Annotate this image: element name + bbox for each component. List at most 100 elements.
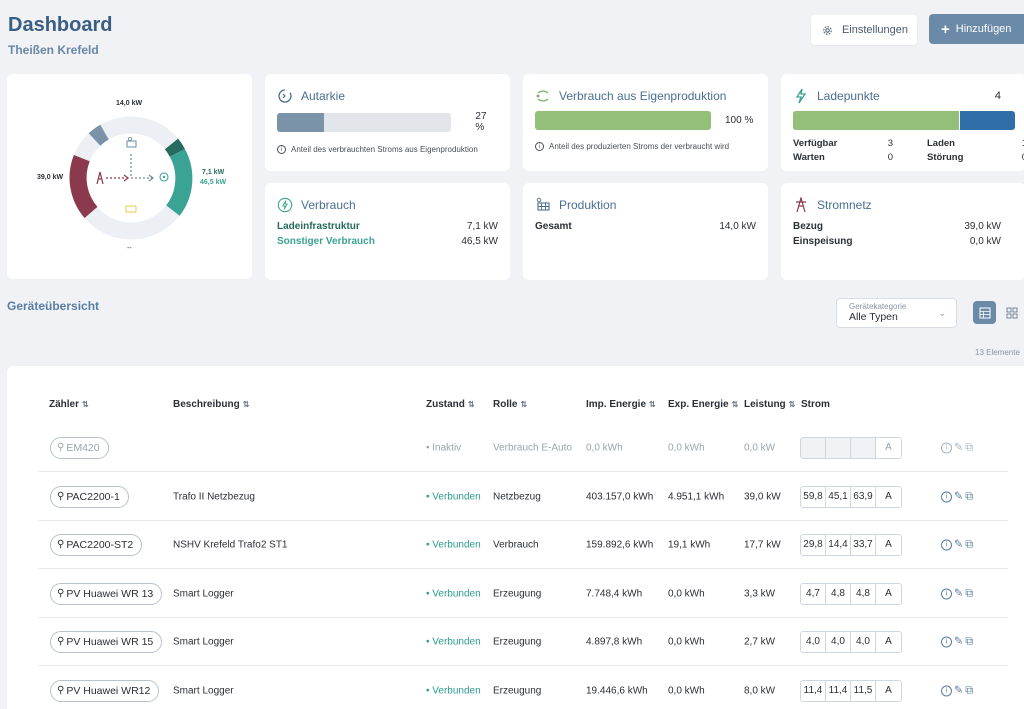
info-icon[interactable]: i <box>941 636 952 647</box>
info-icon[interactable]: i <box>941 491 952 502</box>
device-name-chip[interactable]: ⚲ EM420 <box>50 436 109 459</box>
current-l2 <box>826 437 851 458</box>
power-tower-icon <box>793 197 809 213</box>
eigenproduktion-title: Verbrauch aus Eigenproduktion <box>559 89 727 103</box>
produktion-row1-label: Gesamt <box>535 221 572 232</box>
device-name-chip[interactable]: ⚲ PAC2200-1 <box>50 485 129 508</box>
device-name-chip[interactable]: ⚲ PAC2200-ST2 <box>50 533 143 556</box>
power: 3,3 kW <box>744 588 776 599</box>
info-icon[interactable]: i <box>941 442 952 453</box>
column-header-beschreibung[interactable]: Beschreibung ⇅ <box>173 399 249 410</box>
laden-label: Laden <box>927 138 955 149</box>
plug-icon <box>159 172 169 182</box>
energy-flow-card: 14,0 kW 39,0 kW 7,1 kW 46,5 kW -- <box>7 74 252 279</box>
stromnetz-title: Stromnetz <box>817 198 872 212</box>
edit-icon[interactable]: ✎ <box>954 587 964 599</box>
copy-icon[interactable]: ⧉ <box>965 684 974 696</box>
grid-view-button[interactable] <box>1000 301 1023 324</box>
power: 0,0 kW <box>744 442 776 453</box>
import-energy: 403.157,0 kWh <box>586 491 654 502</box>
table-row[interactable]: ⚲ PAC2200-ST2 NSHV Krefeld Trafo2 ST1 • Ver… <box>38 521 1008 569</box>
device-role: Verbrauch E-Auto <box>493 442 572 453</box>
current-readout: 4,7 4,8 4,8 A <box>800 582 902 605</box>
category-select-value: Alle Typen <box>849 311 898 323</box>
device-name: PAC2200-ST2 <box>66 538 134 551</box>
column-header-zustand[interactable]: Zustand ⇅ <box>426 399 475 410</box>
current-l2: 4,0 <box>826 631 851 652</box>
copy-icon[interactable]: ⧉ <box>965 441 974 453</box>
edit-icon[interactable]: ✎ <box>954 490 964 502</box>
flow-bottom-value: -- <box>127 245 132 252</box>
category-select[interactable]: Gerätekategorie Alle Typen ⌄ <box>836 298 957 328</box>
edit-icon[interactable]: ✎ <box>954 684 964 696</box>
laden-value: 1 <box>1022 138 1024 149</box>
current-l2: 14,4 <box>826 534 851 555</box>
export-energy: 4.951,1 kWh <box>668 491 725 502</box>
copy-icon[interactable]: ⧉ <box>965 490 974 502</box>
location-pin-icon: ⚲ <box>57 685 65 696</box>
gear-icon <box>820 22 836 38</box>
column-label: Leistung <box>744 399 786 410</box>
sort-icon: ⇅ <box>649 400 656 409</box>
table-row[interactable]: ⚲ PV Huawei WR 13 Smart Logger • Verbunden E… <box>38 570 1008 618</box>
copy-icon[interactable]: ⧉ <box>965 635 974 647</box>
copy-icon[interactable]: ⧉ <box>965 587 974 599</box>
current-readout: 4,0 4,0 4,0 A <box>800 630 902 653</box>
page-subtitle: Theißen Krefeld <box>8 43 99 57</box>
table-row[interactable]: ⚲ PV Huawei WR 15 Smart Logger • Verbunden E… <box>38 618 1008 666</box>
current-l3: 4,0 <box>851 631 876 652</box>
device-role: Erzeugung <box>493 636 542 647</box>
element-count: 13 Elemente <box>975 348 1020 357</box>
edit-icon[interactable]: ✎ <box>954 441 964 453</box>
info-icon[interactable]: i <box>941 685 952 696</box>
info-icon[interactable]: i <box>941 588 952 599</box>
current-l3: 11,5 <box>851 680 876 701</box>
location-pin-icon: ⚲ <box>57 636 65 647</box>
device-name: PV Huawei WR12 <box>66 684 151 697</box>
device-name-chip[interactable]: ⚲ PV Huawei WR 13 <box>50 582 163 605</box>
eigenproduktion-bar-fill <box>535 111 711 130</box>
stromnetz-row2-value: 0,0 kW <box>969 236 1001 247</box>
add-button[interactable]: + Hinzufügen ▼ <box>929 14 1024 44</box>
import-energy: 4.897,8 kWh <box>586 636 643 647</box>
device-state: • Verbunden <box>426 685 481 696</box>
current-unit: A <box>885 491 892 502</box>
copy-icon[interactable]: ⧉ <box>965 538 974 550</box>
current-l1: 4,7 <box>801 583 826 604</box>
table-row[interactable]: ⚲ PAC2200-1 Trafo II Netzbezug • Verbunden N… <box>38 473 1008 521</box>
table-view-button[interactable] <box>973 301 996 324</box>
table-row[interactable]: ⚲ EM420 • Inaktiv Verbrauch E-Auto 0,0 kWh 0,… <box>38 424 1008 472</box>
table-row[interactable]: ⚲ PV Huawei WR12 Smart Logger • Verbunden Er… <box>38 667 1008 709</box>
current-l3 <box>851 437 876 458</box>
device-name-chip[interactable]: ⚲ PV Huawei WR12 <box>50 679 160 702</box>
column-header-rolle[interactable]: Rolle ⇅ <box>493 399 527 410</box>
current-readout: A <box>800 436 902 459</box>
stromnetz-row1-value: 39,0 kW <box>964 221 1001 232</box>
autarkie-note: Anteil des verbrauchten Stroms aus Eigen… <box>291 145 478 154</box>
column-header-imp-energie[interactable]: Imp. Energie ⇅ <box>586 399 656 410</box>
autarkie-bar <box>277 112 452 132</box>
current-unit: A <box>876 437 901 458</box>
settings-label: Einstellungen <box>841 24 909 36</box>
info-icon[interactable]: i <box>941 539 952 550</box>
verbrauch-title: Verbrauch <box>301 198 356 212</box>
verbrauch-row2-label: Sonstiger Verbrauch <box>277 236 375 247</box>
settings-button[interactable]: Einstellungen <box>811 15 917 45</box>
location-pin-icon: ⚲ <box>57 491 65 502</box>
edit-icon[interactable]: ✎ <box>954 635 964 647</box>
column-header-leistung[interactable]: Leistung ⇅ <box>744 399 795 410</box>
column-label: Imp. Energie <box>586 399 647 410</box>
flow-right-value-2: 46,5 kW <box>200 179 227 186</box>
device-name-chip[interactable]: ⚲ PV Huawei WR 15 <box>50 630 163 653</box>
page-title: Dashboard <box>8 14 113 36</box>
edit-icon[interactable]: ✎ <box>954 538 964 550</box>
location-pin-icon: ⚲ <box>57 539 65 550</box>
device-state: • Verbunden <box>426 636 481 647</box>
device-name: PV Huawei WR 15 <box>66 635 154 648</box>
column-header-exp-energie[interactable]: Exp. Energie ⇅ <box>668 399 738 410</box>
column-header-zaehler[interactable]: Zähler ⇅ <box>49 399 89 410</box>
column-header-strom: Strom <box>801 399 830 410</box>
power: 2,7 kW <box>744 636 776 647</box>
import-energy: 159.892,6 kWh <box>586 539 654 550</box>
ladepunkte-card: Ladepunkte 4 Verfügbar 3 Laden 1 Warten 0 S… <box>781 74 1024 171</box>
